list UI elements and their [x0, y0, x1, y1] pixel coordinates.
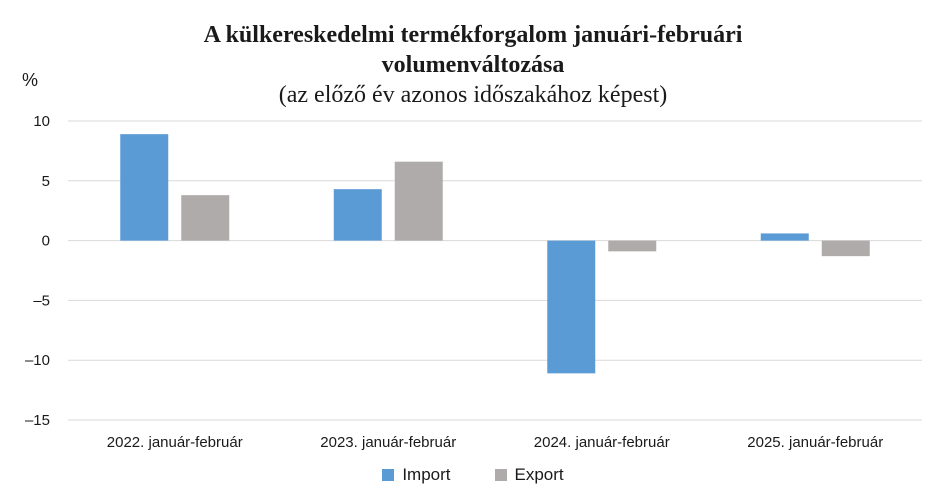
y-tick-label: 0	[42, 233, 50, 250]
gridlines	[68, 120, 922, 421]
bar-export-3	[608, 240, 657, 252]
y-axis-unit-label: %	[22, 70, 39, 90]
bars	[120, 134, 870, 374]
legend-item-export: Export	[494, 465, 564, 485]
legend-swatch	[382, 469, 395, 481]
legend-swatch	[494, 469, 507, 481]
category-label: 2025. január-február	[747, 434, 883, 451]
bar-export-1	[181, 195, 230, 241]
bar-export-2	[394, 161, 443, 241]
y-tick-label: 5	[42, 173, 50, 190]
y-tick-label: –5	[33, 292, 50, 309]
legend: Import Export	[0, 465, 946, 485]
y-tick-label: 10	[33, 113, 50, 130]
bar-import-3	[547, 240, 596, 374]
chart-subtitle: (az előző év azonos időszakához képest)	[278, 82, 668, 108]
legend-label: Import	[402, 465, 451, 484]
category-label: 2022. január-február	[107, 434, 243, 451]
category-label: 2024. január-február	[534, 434, 670, 451]
bar-import-2	[333, 189, 382, 241]
bar-import-1	[120, 134, 169, 241]
category-labels: 2022. január-február 2023. január-február…	[107, 434, 883, 451]
y-tick-labels: 10 5 0 –5 –10 –15	[25, 113, 50, 429]
y-tick-label: –10	[25, 352, 50, 369]
bar-export-4	[821, 240, 870, 257]
category-label: 2023. január-február	[320, 434, 456, 451]
bar-import-4	[760, 233, 809, 241]
legend-item-import: Import	[382, 465, 451, 485]
chart-title-line-2: volumenváltozása	[381, 52, 565, 78]
legend-label: Export	[514, 465, 564, 484]
y-tick-label: –15	[25, 412, 50, 429]
chart-title-block: A külkereskedelmi termékforgalom januári…	[0, 20, 946, 110]
chart-title-line-1: A külkereskedelmi termékforgalom januári…	[203, 22, 743, 48]
